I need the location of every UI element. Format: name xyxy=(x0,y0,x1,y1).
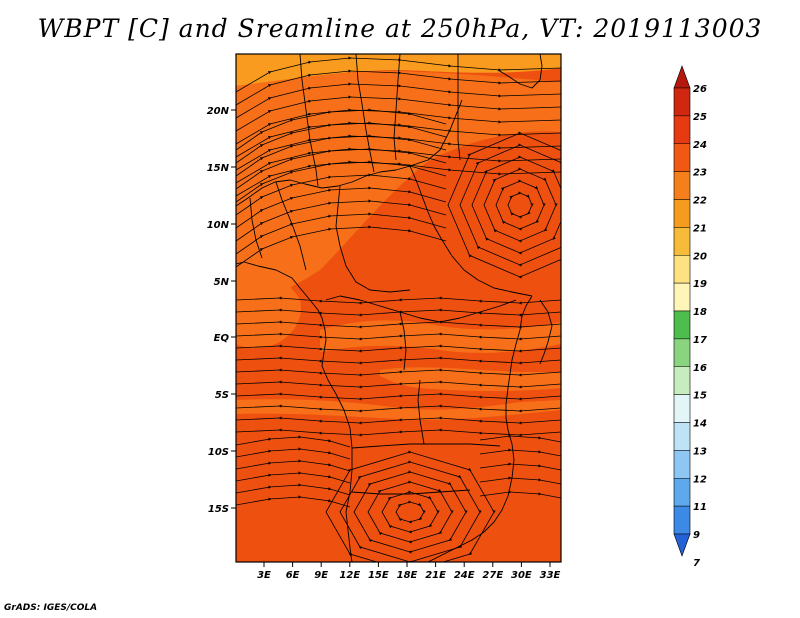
colorbar-swatch xyxy=(673,143,691,172)
streamline xyxy=(479,476,561,485)
streamline xyxy=(325,452,494,562)
streamline xyxy=(236,471,351,484)
streamline xyxy=(236,435,351,448)
lon-tick-label: 3E xyxy=(257,570,271,581)
colorbar-level-label: 16 xyxy=(693,363,707,374)
colorbar-level-label: 24 xyxy=(693,140,707,151)
streamline xyxy=(236,308,561,317)
colorbar-level-label: 21 xyxy=(693,223,707,234)
colorbar-swatch xyxy=(673,87,691,117)
lon-tick-label: 18E xyxy=(397,570,418,581)
lat-tick-label: 20N xyxy=(207,106,230,117)
streamline xyxy=(236,428,561,437)
lat-tick-label: 5N xyxy=(214,277,230,288)
lat-tick-label: 10S xyxy=(208,447,229,458)
streamline xyxy=(236,225,447,268)
streamline xyxy=(236,447,351,460)
streamline xyxy=(236,416,561,425)
colorbar-swatch xyxy=(673,533,691,557)
streamline xyxy=(236,332,561,341)
colorbar-swatch xyxy=(673,282,691,312)
streamline xyxy=(236,368,561,377)
colorbar-level-label: 12 xyxy=(693,474,707,485)
streamline xyxy=(236,392,561,401)
colorbar-swatch xyxy=(673,394,691,423)
lon-tick-label: 33E xyxy=(540,570,561,581)
colorbar-swatch xyxy=(673,227,691,256)
streamline xyxy=(236,356,561,365)
streamlines xyxy=(236,56,561,562)
latitude-axis: 20N 15N 10N 5N EQ 5S 10S 15S xyxy=(207,106,236,515)
colorbar-swatch xyxy=(673,505,691,535)
colorbar-legend: 26 25 24 23 22 21 20 19 18 17 16 15 14 13 12 11 9 7 xyxy=(673,65,707,569)
streamline xyxy=(236,380,561,389)
lon-tick-label: 15E xyxy=(368,570,389,581)
lon-tick-label: 12E xyxy=(339,570,360,581)
colorbar-level-label: 22 xyxy=(693,196,707,207)
colorbar-swatch xyxy=(673,477,691,507)
chart-title: WBPT [C] and Sreamline at 250hPa, VT: 20… xyxy=(37,14,763,43)
grads-credit: GrADS: IGES/COLA xyxy=(4,603,98,613)
streamline xyxy=(236,404,561,413)
colorbar-level-label: 9 xyxy=(693,530,700,541)
colorbar-swatch xyxy=(673,338,691,368)
lat-tick-label: 5S xyxy=(215,390,229,401)
streamline xyxy=(236,320,561,329)
map-panel xyxy=(236,54,561,562)
streamline xyxy=(236,344,561,353)
streamline xyxy=(236,495,351,508)
lat-tick-label: EQ xyxy=(214,333,230,344)
lat-tick-label: 10N xyxy=(207,220,230,231)
colorbar-level-label: 11 xyxy=(693,502,707,513)
streamline xyxy=(236,296,561,305)
colorbar-level-label: 23 xyxy=(693,168,707,179)
colorbar-swatch xyxy=(673,199,691,228)
streamline xyxy=(236,483,351,496)
colorbar-level-label: 15 xyxy=(693,391,707,402)
streamline xyxy=(447,133,561,277)
colorbar-swatch xyxy=(673,254,691,284)
colorbar-level-label: 25 xyxy=(693,112,707,123)
lon-tick-label: 27E xyxy=(482,570,503,581)
lon-tick-label: 9E xyxy=(314,570,328,581)
colorbar-level-label: 26 xyxy=(693,84,707,95)
lat-tick-label: 15N xyxy=(207,163,230,174)
colorbar-level-label: 20 xyxy=(693,251,707,262)
lon-tick-label: 6E xyxy=(286,570,300,581)
colorbar-level-label: 14 xyxy=(693,419,707,430)
streamline xyxy=(479,490,561,499)
colorbar-level-label: 19 xyxy=(693,279,707,290)
colorbar-level-label: 17 xyxy=(693,335,707,346)
streamline xyxy=(479,462,561,471)
lat-tick-label: 15S xyxy=(208,504,229,515)
lon-tick-label: 21E xyxy=(425,570,446,581)
streamline xyxy=(479,434,561,443)
colorbar-swatch xyxy=(673,450,691,479)
colorbar-swatch xyxy=(673,422,691,451)
streamline xyxy=(236,459,351,472)
colorbar-swatch xyxy=(673,310,691,340)
longitude-axis: 3E 6E 9E 12E 15E 18E 21E 24E 27E 30E 33E xyxy=(257,562,561,581)
colorbar-level-label: 7 xyxy=(693,558,700,569)
colorbar-swatch xyxy=(673,115,691,145)
colorbar-level-label: 13 xyxy=(693,446,707,457)
streamline xyxy=(479,448,561,457)
lon-tick-label: 24E xyxy=(454,570,475,581)
map-frame xyxy=(235,53,562,563)
colorbar-swatch xyxy=(673,171,691,200)
colorbar-swatch xyxy=(673,65,691,89)
colorbar-swatch xyxy=(673,366,691,395)
lon-tick-label: 30E xyxy=(511,570,532,581)
colorbar-level-label: 18 xyxy=(693,307,707,318)
